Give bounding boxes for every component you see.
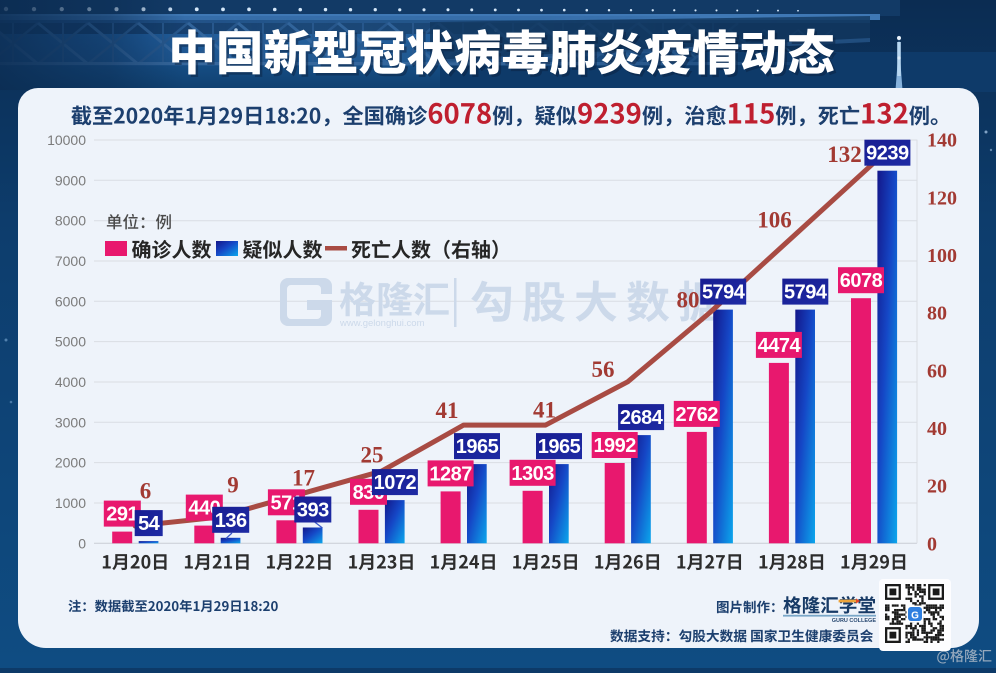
- svg-text:56: 56: [592, 357, 615, 382]
- svg-text:9: 9: [227, 473, 239, 498]
- svg-text:1072: 1072: [374, 472, 417, 494]
- svg-text:4474: 4474: [758, 335, 802, 357]
- svg-text:G: G: [911, 611, 919, 622]
- svg-text:40: 40: [927, 418, 947, 440]
- svg-text:4000: 4000: [55, 374, 86, 390]
- svg-text:GURU COLLEGE: GURU COLLEGE: [832, 618, 877, 624]
- svg-text:8000: 8000: [55, 213, 86, 229]
- svg-text:6078: 6078: [840, 270, 883, 292]
- svg-text:120: 120: [927, 187, 957, 209]
- svg-text:17: 17: [292, 466, 315, 491]
- svg-text:6: 6: [140, 479, 152, 504]
- svg-text:80: 80: [677, 288, 700, 313]
- svg-text:5794: 5794: [784, 282, 828, 304]
- svg-text:54: 54: [138, 513, 161, 535]
- svg-text:1303: 1303: [511, 463, 554, 485]
- svg-text:25: 25: [361, 443, 384, 468]
- svg-text:136: 136: [215, 510, 247, 532]
- svg-text:0: 0: [927, 533, 937, 555]
- svg-text:2000: 2000: [55, 455, 86, 471]
- svg-text:1287: 1287: [429, 463, 472, 485]
- svg-text:0: 0: [78, 535, 86, 551]
- svg-text:80: 80: [927, 303, 947, 325]
- svg-text:140: 140: [927, 130, 957, 152]
- svg-text:393: 393: [297, 500, 329, 522]
- svg-text:41: 41: [533, 398, 556, 423]
- svg-text:2762: 2762: [676, 404, 719, 426]
- svg-text:132: 132: [827, 142, 862, 167]
- svg-text:3000: 3000: [55, 414, 86, 430]
- svg-text:1992: 1992: [593, 435, 636, 457]
- svg-text:1965: 1965: [538, 436, 581, 458]
- svg-text:www.gelonghui.com: www.gelonghui.com: [339, 318, 425, 329]
- svg-text:20: 20: [927, 476, 947, 498]
- svg-text:1000: 1000: [55, 495, 86, 511]
- svg-text:1965: 1965: [456, 436, 499, 458]
- svg-text:5000: 5000: [55, 334, 86, 350]
- svg-text:106: 106: [757, 208, 792, 233]
- svg-text:7000: 7000: [55, 253, 86, 269]
- svg-text:6000: 6000: [55, 293, 86, 309]
- svg-text:100: 100: [927, 245, 957, 267]
- svg-text:60: 60: [927, 360, 947, 382]
- svg-text:41: 41: [436, 398, 459, 423]
- svg-text:9000: 9000: [55, 172, 86, 188]
- svg-text:9239: 9239: [866, 143, 909, 165]
- svg-text:10000: 10000: [47, 132, 86, 148]
- svg-text:2684: 2684: [620, 407, 664, 429]
- svg-text:5794: 5794: [702, 282, 746, 304]
- svg-text:291: 291: [106, 504, 138, 526]
